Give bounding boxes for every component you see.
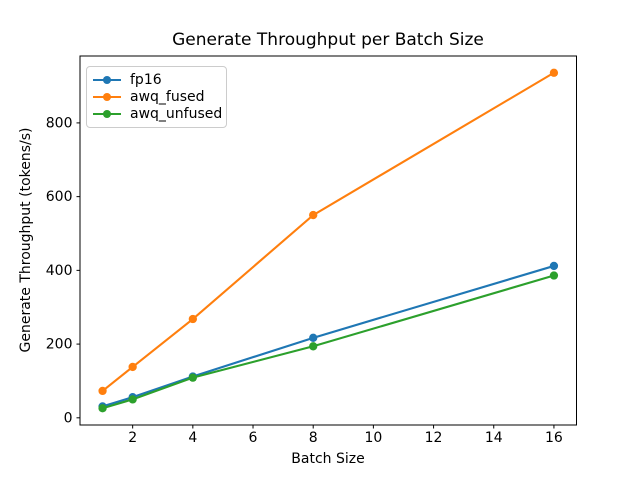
y-tick-label: 0 <box>64 410 73 426</box>
legend-label: awq_fused <box>130 89 205 105</box>
data-point-marker <box>309 210 318 220</box>
data-point-marker <box>309 333 318 342</box>
y-axis-label: Generate Throughput (tokens/s) <box>18 127 34 353</box>
legend-item: awq_fused <box>93 89 220 105</box>
data-point-marker <box>549 271 559 280</box>
series-line <box>101 274 555 410</box>
data-point-marker <box>128 362 137 372</box>
plot-spines <box>79 55 577 426</box>
x-tick-label: 10 <box>364 430 382 446</box>
x-tick-label: 16 <box>545 430 563 446</box>
x-tick-label: 6 <box>249 430 258 446</box>
chart-title: Generate Throughput per Batch Size <box>172 30 484 50</box>
x-tick-label: 14 <box>485 430 503 446</box>
y-tick-label: 600 <box>46 189 73 205</box>
y-tick-label: 200 <box>46 337 73 353</box>
data-point-marker <box>549 261 559 271</box>
series-awq_unfused <box>98 271 559 413</box>
legend-label: awq_unfused <box>130 106 223 122</box>
legend-label: fp16 <box>130 72 162 88</box>
x-axis: 2 4 6 8 10 12 14 16 <box>128 425 563 446</box>
data-point-marker <box>549 68 559 77</box>
x-tick-label: 4 <box>188 430 197 446</box>
series-fp16 <box>98 261 559 411</box>
y-tick-label: 400 <box>46 263 73 279</box>
x-axis-label: Batch Size <box>291 451 365 467</box>
x-tick-label: 8 <box>309 430 318 446</box>
x-tick-label: 12 <box>425 430 443 446</box>
legend-item: awq_unfused <box>93 106 223 122</box>
line-marker-icon <box>93 106 121 122</box>
legend: fp16 awq_fused awq_unfused <box>86 66 227 128</box>
series-awq_fused <box>98 68 559 396</box>
line-marker-icon <box>93 89 121 105</box>
data-point-marker <box>188 373 197 382</box>
x-tick-label: 2 <box>128 430 137 446</box>
y-axis: 0 200 400 600 800 <box>46 115 80 426</box>
y-tick-label: 800 <box>46 115 73 131</box>
line-marker-icon <box>93 72 121 88</box>
data-point-marker <box>98 386 107 396</box>
data-point-marker <box>128 395 137 404</box>
legend-item: fp16 <box>93 72 220 88</box>
data-point-marker <box>188 314 197 324</box>
data-point-marker <box>98 404 107 413</box>
data-point-marker <box>309 342 318 351</box>
